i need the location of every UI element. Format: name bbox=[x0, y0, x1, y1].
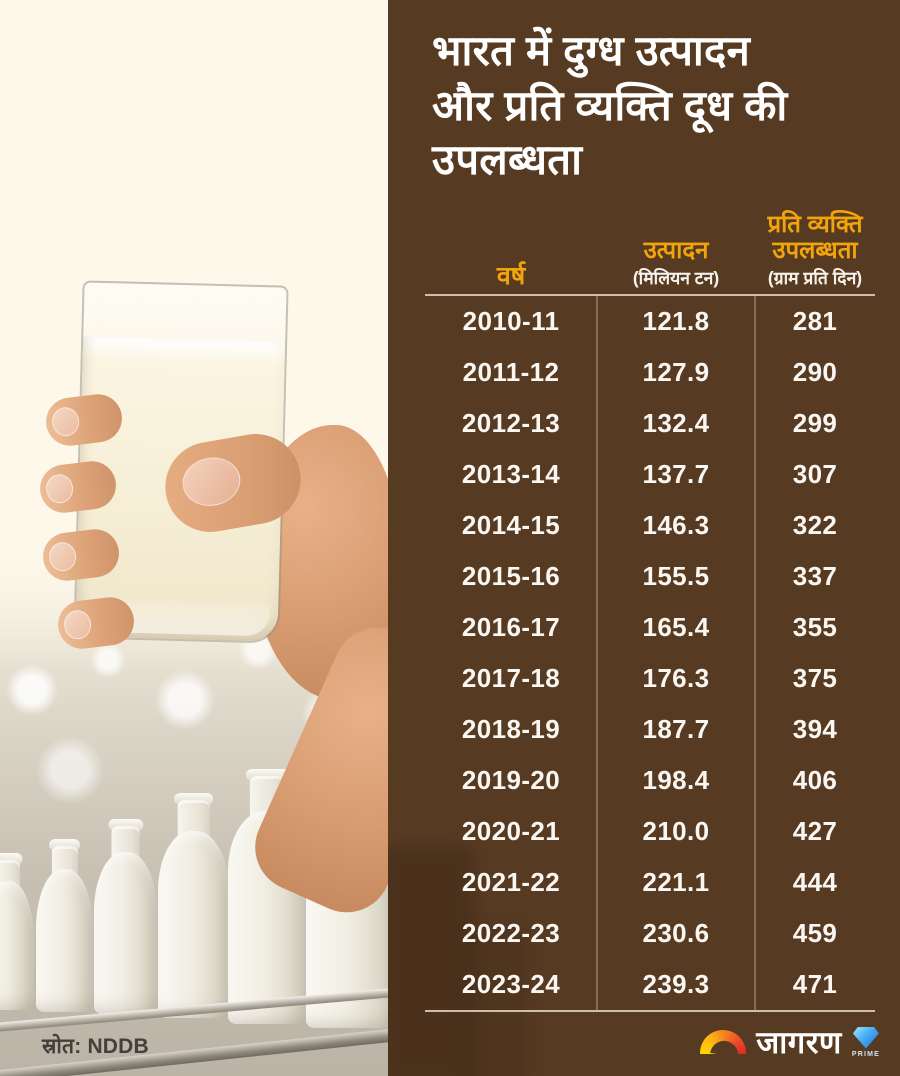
page-title: भारत में दुग्ध उत्पादन और प्रति व्यक्ति … bbox=[432, 24, 880, 188]
jagran-logo: जागरण PRIME bbox=[700, 1021, 880, 1063]
prime-badge: PRIME bbox=[851, 1026, 880, 1058]
jagran-wordmark: जागरण bbox=[756, 1025, 842, 1060]
table-row: 2021-22 221.1 444 bbox=[461, 867, 838, 897]
table-row: 2018-19 187.7 394 bbox=[461, 714, 838, 744]
milk-bottle bbox=[158, 793, 229, 1018]
column-divider bbox=[754, 296, 756, 1010]
diamond-icon bbox=[852, 1026, 879, 1049]
title-line-3: उपलब्धता bbox=[432, 136, 583, 184]
table-bottom-divider bbox=[425, 1010, 875, 1012]
sunrise-arc-icon bbox=[700, 1030, 747, 1054]
column-divider bbox=[596, 296, 598, 1010]
table-row: 2015-16 155.5 337 bbox=[461, 561, 838, 591]
table-row: 2011-12 127.9 290 bbox=[462, 357, 838, 387]
column-header-production: उत्पादन (मिलियन टन) bbox=[632, 236, 720, 288]
bottle-silhouette bbox=[388, 846, 475, 1076]
milk-bottle bbox=[0, 853, 34, 1010]
thumb-nail bbox=[178, 453, 245, 511]
column-header-year: वर्ष bbox=[496, 261, 526, 290]
table-row: 2012-13 132.4 299 bbox=[461, 408, 838, 438]
milk-bottle bbox=[36, 839, 93, 1012]
table-row: 2023-24 239.3 471 bbox=[461, 969, 838, 999]
title-line-1: भारत में दुग्ध उत्पादन bbox=[432, 27, 751, 74]
column-header-availability: प्रति व्यक्ति उपलब्धता (ग्राम प्रति दिन) bbox=[767, 211, 863, 288]
content-panel: भारत में दुग्ध उत्पादन और प्रति व्यक्ति … bbox=[388, 0, 900, 1076]
photo-panel: स्रोत: NDDB bbox=[0, 0, 388, 1076]
table-row: 2019-20 198.4 406 bbox=[461, 765, 838, 795]
data-table: वर्ष उत्पादन (मिलियन टन) प्रति व्यक्ति उ… bbox=[425, 212, 875, 1012]
bottle-silhouette bbox=[466, 926, 528, 1076]
table-row: 2020-21 210.0 427 bbox=[461, 816, 838, 846]
table-row: 2017-18 176.3 375 bbox=[461, 663, 838, 693]
header-divider bbox=[425, 294, 875, 296]
table-header: वर्ष उत्पादन (मिलियन टन) प्रति व्यक्ति उ… bbox=[425, 212, 875, 294]
table-row: 2016-17 165.4 355 bbox=[461, 612, 838, 642]
source-text: स्रोत: NDDB bbox=[42, 1035, 149, 1058]
prime-label: PRIME bbox=[851, 1050, 880, 1058]
table-row: 2022-23 230.6 459 bbox=[461, 918, 838, 948]
table-row: 2013-14 137.7 307 bbox=[461, 459, 838, 489]
table-body: 2010-11 121.8 281 2011-12 127.9 290 2012-13 1… bbox=[425, 296, 875, 1010]
table-row: 2014-15 146.3 322 bbox=[461, 510, 838, 540]
table-row: 2010-11 121.8 281 bbox=[462, 306, 838, 336]
title-line-2: और प्रति व्यक्ति दूध की bbox=[432, 81, 788, 129]
milk-bottle bbox=[94, 819, 157, 1014]
